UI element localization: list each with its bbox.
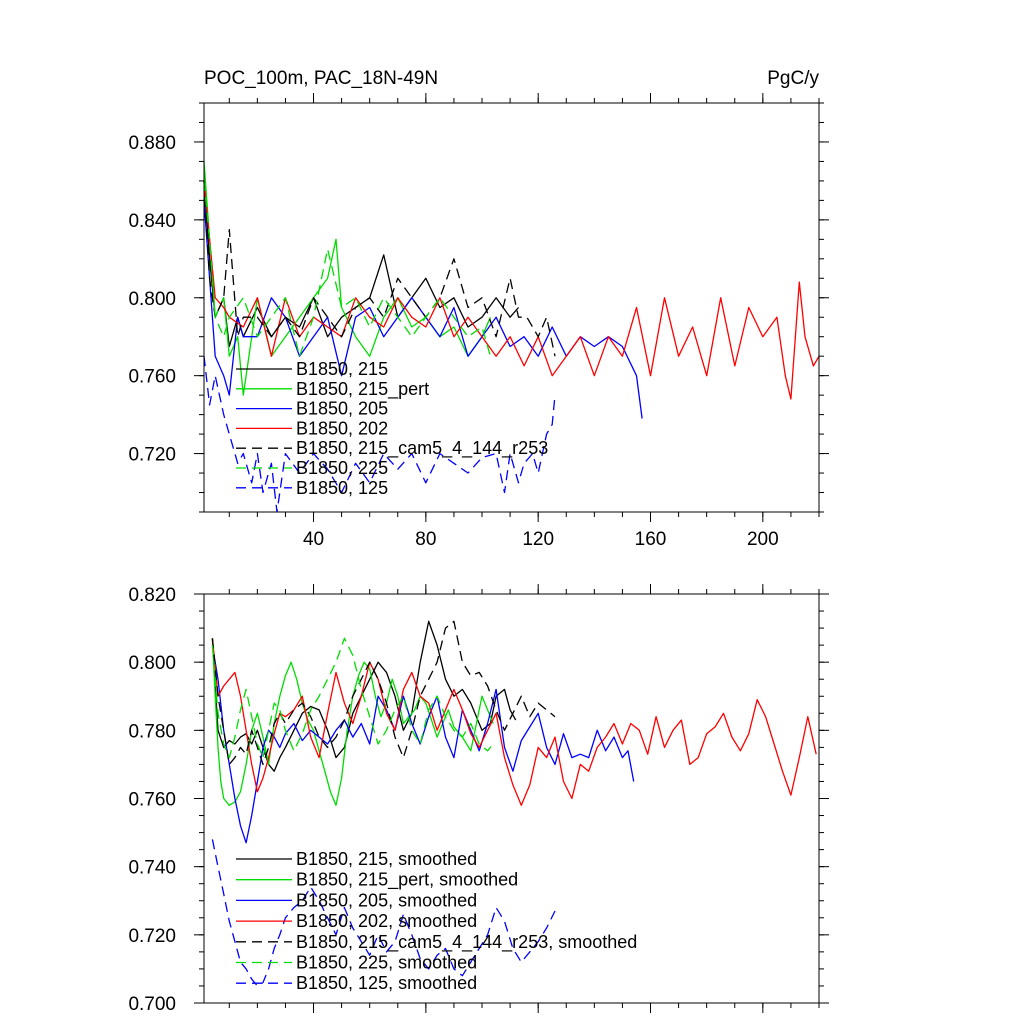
bottom-legend-entry: B1850, 202, smoothed	[236, 911, 477, 931]
bottom-legend-entry: B1850, 215, smoothed	[236, 849, 477, 869]
top-ytick-label: 0.760	[128, 367, 176, 388]
top-axes: 0.720 0.760 0.800 0.840 0.880 40 80 120 160 200	[128, 93, 829, 550]
top-ytick-label: 0.800	[128, 289, 176, 310]
bottom-legend-label: B1850, 215, smoothed	[296, 849, 477, 869]
top-ytick-label: 0.720	[128, 445, 176, 466]
top-panel: POC_100m, PAC_18N-49N PgC/y B1850, 215B1…	[128, 68, 829, 550]
bottom-legend-entry: B1850, 125, smoothed	[236, 973, 477, 993]
bottom-series-b1850-202-smoothed	[211, 638, 817, 806]
top-legend-entry: B1850, 202	[236, 418, 388, 438]
bottom-ytick-label: 0.760	[128, 790, 176, 811]
top-legend-entry: B1850, 205	[236, 399, 388, 419]
bottom-legend-label: B1850, 202, smoothed	[296, 911, 477, 931]
bottom-series-b1850-225-smoothed	[211, 637, 494, 759]
top-xtick-label: 40	[303, 529, 324, 550]
bottom-ytick-label: 0.820	[128, 585, 176, 606]
top-panel-units: PgC/y	[767, 68, 819, 89]
top-legend-entry: B1850, 225	[236, 458, 388, 478]
top-series-b1850-202	[203, 180, 820, 400]
bottom-series-b1850-215-smoothed	[211, 620, 517, 772]
top-series-b1850-125	[203, 356, 556, 513]
top-legend-label: B1850, 125	[296, 478, 388, 498]
top-ytick-label: 0.880	[128, 133, 176, 154]
bottom-ytick-label: 0.740	[128, 858, 176, 879]
top-xtick-label: 160	[635, 529, 667, 550]
top-series-b1850-215-cam5-4-144-r253	[203, 180, 556, 357]
bottom-ytick-label: 0.800	[128, 653, 176, 674]
bottom-legend-label: B1850, 215_pert, smoothed	[296, 870, 518, 891]
bottom-plot-frame	[203, 593, 820, 1004]
bottom-legend-entry: B1850, 205, smoothed	[236, 890, 477, 910]
top-ytick-label: 0.840	[128, 211, 176, 232]
bottom-series-b1850-215-cam5-4-144-r253-smoothed	[211, 620, 556, 766]
bottom-legend-label: B1850, 215_cam5_4_144_r253, smoothed	[296, 932, 637, 953]
top-panel-title: POC_100m, PAC_18N-49N	[204, 68, 438, 89]
bottom-axes: 0.700 0.720 0.740 0.760 0.780 0.800 0.820	[128, 584, 829, 1015]
top-legend-entry: B1850, 215_pert	[236, 379, 429, 400]
bottom-legend-entry: B1850, 215_pert, smoothed	[236, 870, 518, 891]
top-xtick-label: 120	[522, 529, 554, 550]
top-series-b1850-225	[203, 180, 492, 357]
top-xtick-label: 80	[415, 529, 436, 550]
top-legend-label: B1850, 215_pert	[296, 379, 429, 400]
top-legend-label: B1850, 215	[296, 359, 388, 379]
top-legend-entry: B1850, 125	[236, 478, 388, 498]
top-legend-label: B1850, 225	[296, 458, 388, 478]
bottom-legend-label: B1850, 125, smoothed	[296, 973, 477, 993]
top-series-b1850-215	[203, 180, 519, 348]
bottom-legend-label: B1850, 225, smoothed	[296, 953, 477, 973]
top-legend-label: B1850, 205	[296, 399, 388, 419]
bottom-series-b1850-205-smoothed	[211, 644, 635, 844]
bottom-legend-entry: B1850, 215_cam5_4_144_r253, smoothed	[236, 932, 637, 953]
top-legend-entry: B1850, 215_cam5_4_144_r253	[236, 438, 548, 459]
bottom-legend-label: B1850, 205, smoothed	[296, 890, 477, 910]
top-plot-frame	[203, 102, 820, 513]
top-legend-entry: B1850, 215	[236, 359, 388, 379]
top-legend-label: B1850, 202	[296, 418, 388, 438]
top-series-group	[203, 161, 820, 513]
bottom-ytick-label: 0.700	[128, 994, 176, 1015]
top-legend-label: B1850, 215_cam5_4_144_r253	[296, 438, 548, 459]
bottom-legend-entry: B1850, 225, smoothed	[236, 953, 477, 973]
bottom-ytick-label: 0.780	[128, 721, 176, 742]
top-xtick-label: 200	[747, 529, 779, 550]
bottom-ytick-label: 0.720	[128, 926, 176, 947]
